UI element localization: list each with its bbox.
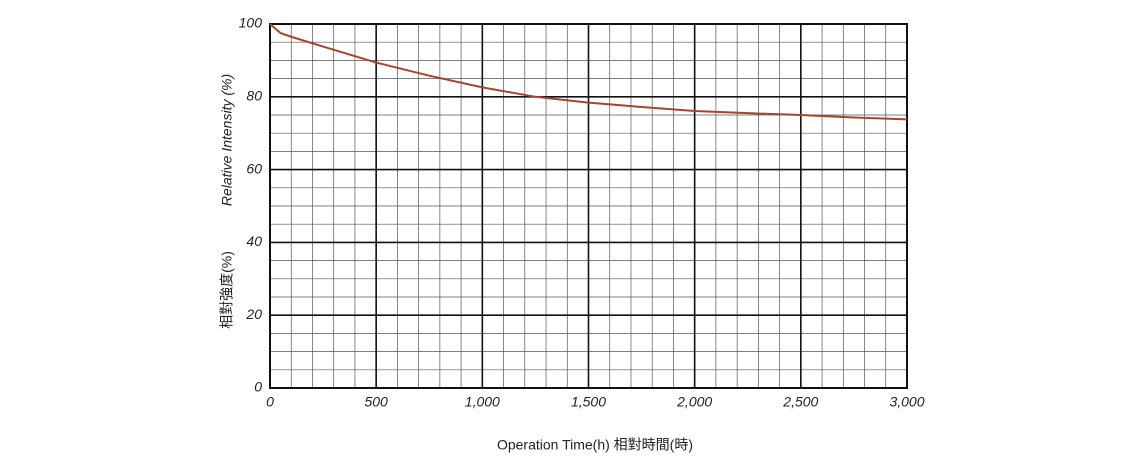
data-line xyxy=(269,23,908,121)
x-tick-label: 3,000 xyxy=(889,394,924,410)
y-tick-label: 0 xyxy=(254,379,262,395)
y-axis-label: Relative Intensity (%) xyxy=(219,74,235,206)
x-tick-label: 1,000 xyxy=(465,394,500,410)
plot-frame xyxy=(269,23,908,389)
y-tick-label: 20 xyxy=(245,306,262,322)
y-axis-label-cn: 相對強度(%) xyxy=(219,251,235,329)
x-tick-label: 0 xyxy=(266,394,274,410)
x-tick-label: 2,000 xyxy=(676,394,712,410)
x-tick-label: 500 xyxy=(364,394,388,410)
y-tick-label: 60 xyxy=(246,160,262,176)
x-tick-label: 2,500 xyxy=(782,394,818,410)
x-axis-label: Operation Time(h) 相對時間(時) xyxy=(497,437,693,453)
y-tick-label: 100 xyxy=(239,15,263,31)
x-tick-label: 1,500 xyxy=(571,394,606,410)
y-tick-label: 80 xyxy=(246,88,262,104)
y-tick-label: 40 xyxy=(246,233,262,249)
